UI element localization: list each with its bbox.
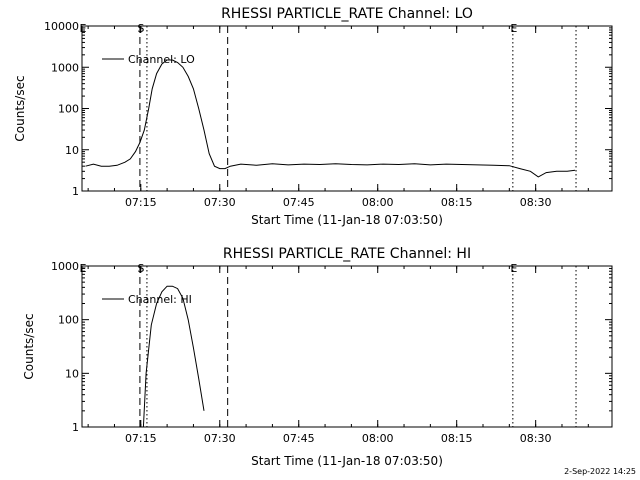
- chart-panel-1: RHESSI PARTICLE_RATE Channel: LO 1 10 100 10…: [13, 6, 613, 227]
- x-tick-label: 08:15: [441, 432, 473, 445]
- y-tick-label: 1: [72, 421, 79, 434]
- marker-label: S: [137, 262, 144, 275]
- y-tick-label: 1000: [51, 61, 79, 74]
- y-tick-label: 1000: [51, 260, 79, 273]
- y-axis-label: Counts/sec: [22, 313, 36, 379]
- x-tick-label: 08:15: [441, 196, 473, 209]
- y-tick-label: 100: [58, 103, 79, 116]
- marker-label: E: [80, 22, 87, 35]
- plot-frame: [81, 25, 613, 192]
- legend-label: Channel: LO: [128, 53, 195, 66]
- chart-title: RHESSI PARTICLE_RATE Channel: LO: [221, 6, 473, 22]
- y-tick-label: 10000: [44, 20, 79, 33]
- marker-label: E: [510, 262, 517, 275]
- x-tick-label: 07:15: [125, 196, 157, 209]
- marker-label: E: [80, 262, 87, 275]
- y-tick-label: 10: [65, 144, 79, 157]
- y-axis-label: Counts/sec: [13, 75, 27, 141]
- x-tick-label: 08:30: [520, 196, 552, 209]
- x-tick-label: 07:45: [283, 196, 315, 209]
- series-line: [142, 285, 205, 428]
- plot-frame: [81, 265, 613, 428]
- chart-title: RHESSI PARTICLE_RATE Channel: HI: [223, 246, 471, 262]
- chart-panel-2: RHESSI PARTICLE_RATE Channel: HI 1 10 100 10…: [22, 246, 613, 468]
- x-axis-label: Start Time (11-Jan-18 07:03:50): [251, 213, 443, 227]
- y-tick-label: 10: [65, 367, 79, 380]
- x-tick-label: 08:30: [520, 432, 552, 445]
- x-tick-label: 07:45: [283, 432, 315, 445]
- marker-label: S: [137, 22, 144, 35]
- y-tick-label: 1: [72, 185, 79, 198]
- x-tick-label: 07:30: [204, 196, 236, 209]
- x-axis-label: Start Time (11-Jan-18 07:03:50): [251, 454, 443, 468]
- x-tick-label: 08:00: [362, 196, 394, 209]
- legend-label: Channel: HI: [128, 293, 192, 306]
- marker-label: E: [510, 22, 517, 35]
- x-tick-label: 07:15: [125, 432, 157, 445]
- y-tick-label: 100: [58, 314, 79, 327]
- x-tick-label: 08:00: [362, 432, 394, 445]
- series-line: [85, 59, 576, 178]
- x-tick-label: 07:30: [204, 432, 236, 445]
- timestamp-footer: 2-Sep-2022 14:25: [564, 467, 636, 476]
